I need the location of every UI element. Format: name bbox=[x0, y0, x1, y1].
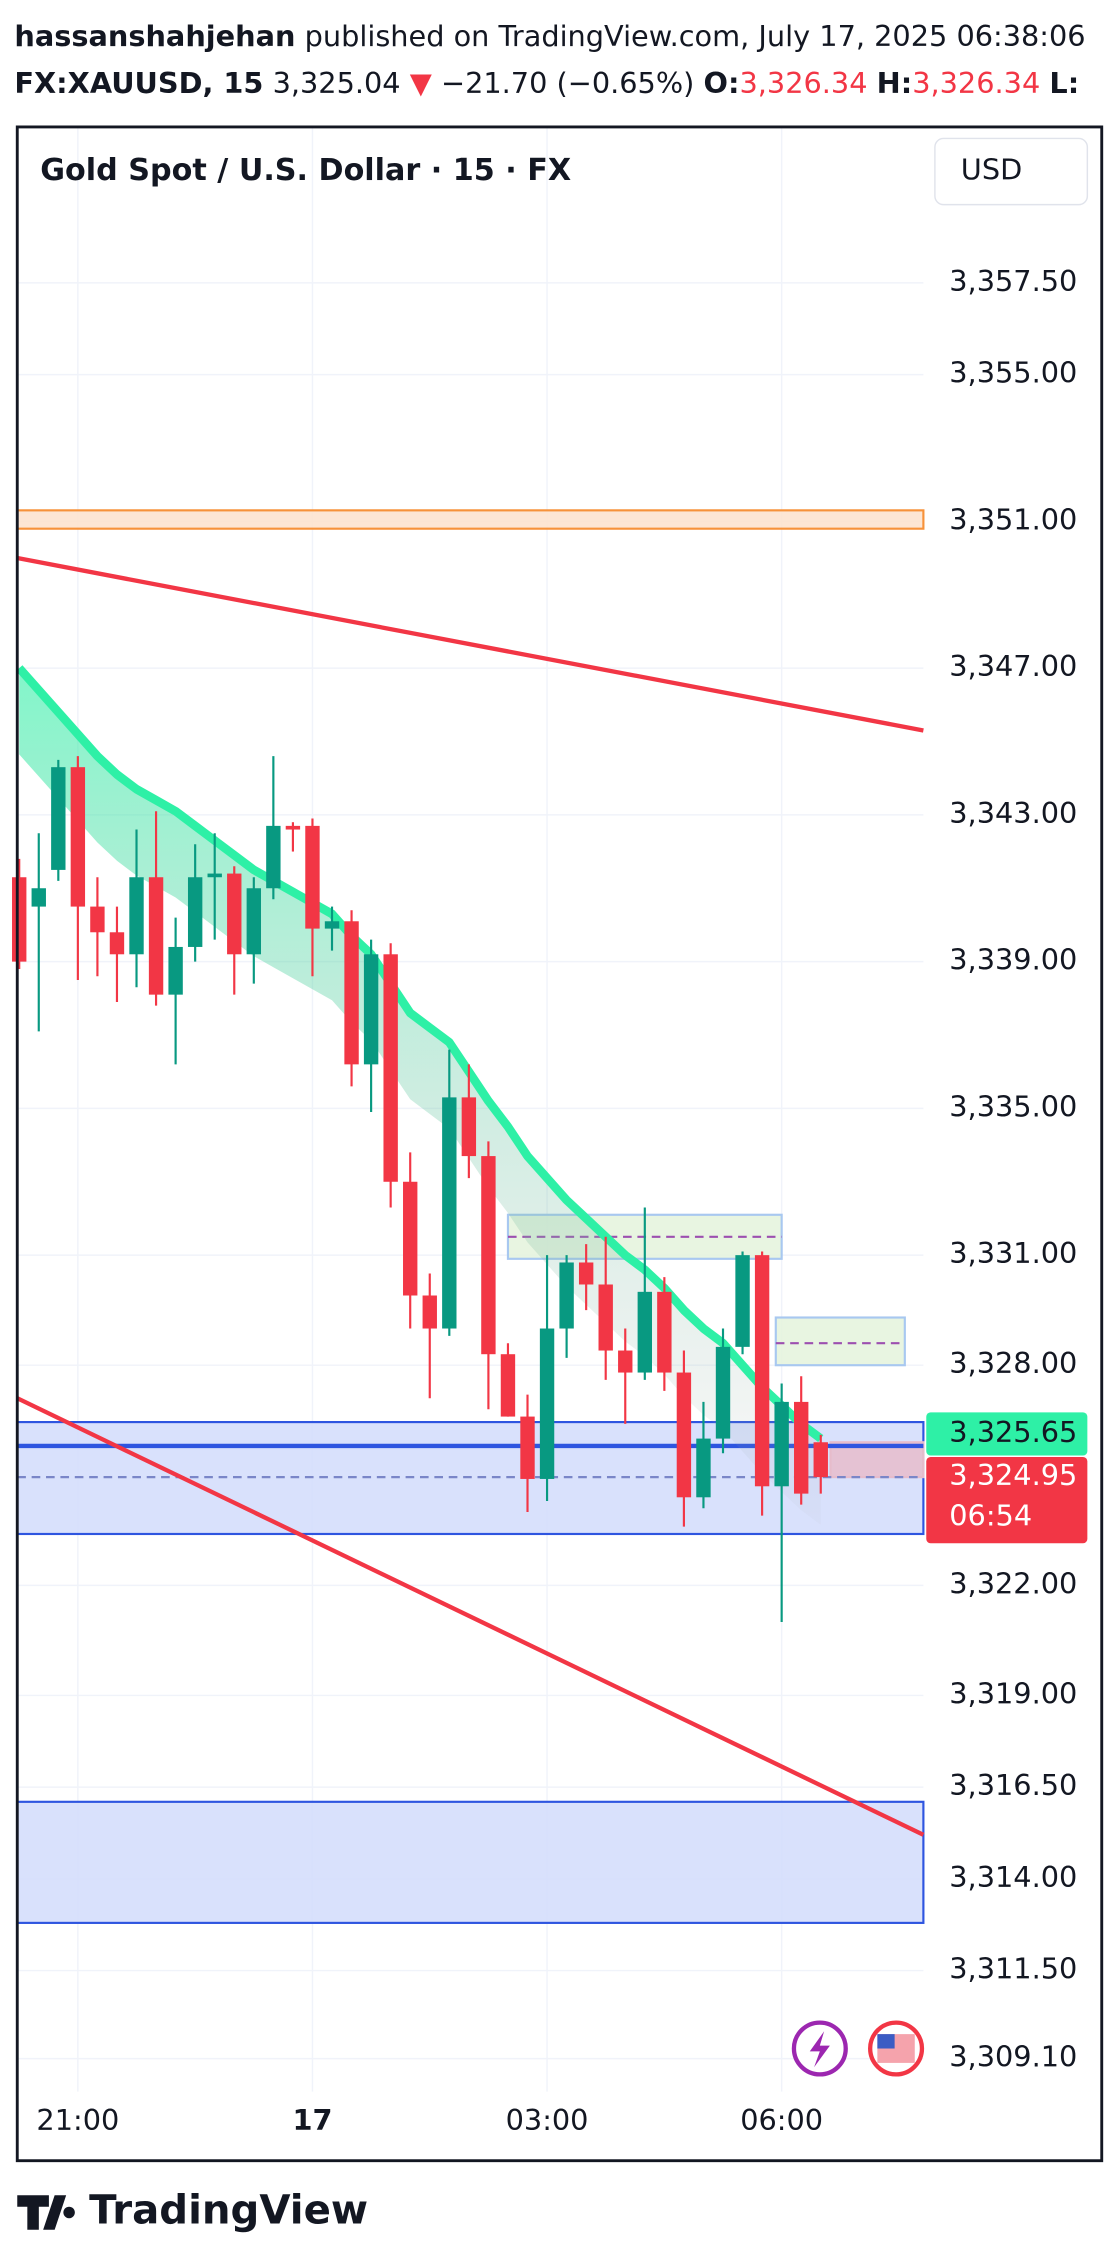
candle-body bbox=[246, 888, 262, 955]
candle-body bbox=[148, 877, 164, 995]
h-label: H: bbox=[877, 66, 913, 100]
candle-body bbox=[520, 1416, 535, 1479]
currency: USD bbox=[961, 153, 1022, 187]
ma-line bbox=[15, 665, 824, 1443]
ribbon-area bbox=[19, 668, 821, 1525]
candle-body bbox=[187, 877, 203, 947]
candle-body bbox=[305, 825, 320, 929]
y-tick-label: 3,347.00 bbox=[949, 649, 1077, 683]
zone bbox=[774, 1316, 906, 1367]
candle-body bbox=[266, 825, 281, 889]
zone bbox=[16, 509, 925, 530]
x-tick-label: 03:00 bbox=[506, 2103, 589, 2137]
candle-body bbox=[383, 954, 398, 1182]
y-tick-label: 3,355.00 bbox=[949, 356, 1077, 390]
candle-body bbox=[129, 877, 144, 955]
candle-body bbox=[227, 873, 242, 955]
lightning-glyph bbox=[809, 2031, 830, 2068]
y-tick-label: 3,322.00 bbox=[949, 1566, 1077, 1600]
chart-title: Gold Spot / U.S. Dollar · 15 · FX bbox=[40, 153, 571, 188]
last-price: 3,325.04 bbox=[273, 66, 401, 100]
candle-body bbox=[363, 954, 379, 1065]
candle-body bbox=[285, 825, 301, 830]
y-tick-label: 3,335.00 bbox=[949, 1089, 1077, 1123]
price-label: 3,325.65 bbox=[949, 1415, 1077, 1449]
y-tick-label: 3,339.00 bbox=[949, 943, 1077, 977]
candle-body bbox=[715, 1346, 731, 1439]
candle-body bbox=[461, 1097, 477, 1157]
candle-body bbox=[657, 1291, 672, 1373]
y-tick-label: 3,319.00 bbox=[949, 1676, 1077, 1710]
currency-box bbox=[934, 137, 1089, 206]
change: −21.70 (−0.65%) bbox=[441, 66, 694, 100]
y-tick-label: 3,351.00 bbox=[949, 502, 1077, 536]
y-tick-label: 3,357.50 bbox=[949, 264, 1077, 298]
candle-body bbox=[324, 921, 340, 929]
logo-mark bbox=[17, 2195, 75, 2230]
y-tick-label: 3,311.50 bbox=[949, 1952, 1077, 1986]
candle-body bbox=[344, 921, 359, 1065]
candle-body bbox=[676, 1372, 692, 1498]
candle-body bbox=[696, 1438, 711, 1498]
trendline bbox=[16, 555, 924, 733]
candle-body bbox=[637, 1291, 652, 1373]
zone bbox=[16, 1800, 925, 1924]
trendline bbox=[16, 1396, 925, 1837]
candle-body bbox=[598, 1284, 613, 1351]
y-tick-label: 3,328.00 bbox=[949, 1346, 1077, 1380]
x-tick-label: 17 bbox=[292, 2103, 332, 2137]
candle-body bbox=[500, 1354, 516, 1417]
candle-body bbox=[539, 1328, 555, 1479]
candle-body bbox=[422, 1295, 437, 1329]
candle-body bbox=[403, 1181, 418, 1296]
candle-body bbox=[442, 1097, 457, 1329]
candle-body bbox=[481, 1156, 496, 1355]
price-label-box bbox=[926, 1412, 1088, 1456]
candle-body bbox=[168, 946, 183, 995]
y-tick-label: 3,309.10 bbox=[949, 2040, 1077, 2074]
arrow: ▼ bbox=[410, 66, 433, 100]
candle-body bbox=[735, 1255, 750, 1347]
header-line-1: hassanshahjehan published on TradingView… bbox=[14, 19, 1085, 53]
candle-body bbox=[31, 888, 46, 907]
l-label: L: bbox=[1049, 66, 1079, 100]
candle-body bbox=[70, 767, 86, 907]
x-tick-label: 21:00 bbox=[36, 2103, 119, 2137]
candle-body bbox=[207, 873, 222, 878]
symbol: FX:XAUUSD, 15 bbox=[14, 66, 263, 100]
candle-body bbox=[559, 1262, 574, 1329]
y-tick-label: 3,343.00 bbox=[949, 796, 1077, 830]
candle-body bbox=[578, 1262, 594, 1285]
candle-body bbox=[794, 1401, 809, 1494]
candle-body bbox=[51, 767, 66, 870]
o-label: O: bbox=[704, 66, 740, 100]
candle-body bbox=[813, 1442, 828, 1478]
y-tick-label: 3,316.50 bbox=[949, 1768, 1077, 1802]
published: published on TradingView.com, July 17, 2… bbox=[305, 19, 1086, 53]
countdown: 06:54 bbox=[949, 1498, 1032, 1532]
candle-body bbox=[754, 1255, 770, 1487]
header-line-2: FX:XAUUSD, 15 3,325.04 ▼ −21.70 (−0.65%)… bbox=[14, 66, 1079, 100]
frame bbox=[15, 125, 1104, 2163]
candle-body bbox=[12, 877, 27, 962]
y-tick-label: 3,331.00 bbox=[949, 1236, 1077, 1270]
o-value: 3,326.34 bbox=[739, 66, 867, 100]
x-tick-label: 06:00 bbox=[740, 2103, 823, 2137]
candle-body bbox=[618, 1350, 633, 1373]
flag-canton bbox=[877, 2034, 895, 2049]
y-tick-label: 3,314.00 bbox=[949, 1860, 1077, 1894]
candle-body bbox=[109, 932, 125, 955]
brand: TradingView bbox=[89, 2187, 368, 2233]
author: hassanshahjehan bbox=[14, 19, 295, 53]
plot bbox=[12, 126, 925, 2092]
h-value: 3,326.34 bbox=[912, 66, 1040, 100]
candle-body bbox=[774, 1401, 789, 1487]
price-label: 3,324.95 bbox=[949, 1458, 1077, 1492]
candle-body bbox=[90, 906, 105, 933]
price-label-box bbox=[926, 1456, 1088, 1544]
